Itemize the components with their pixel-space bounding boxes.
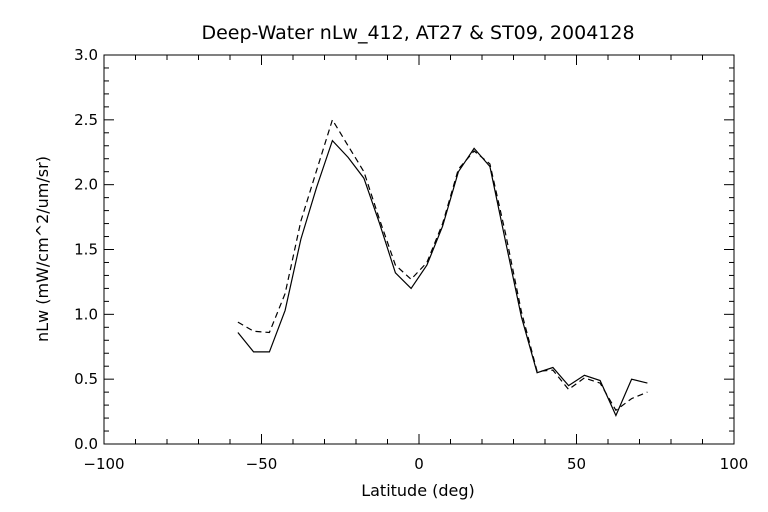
y-tick-label: 1.0 (74, 305, 98, 323)
x-tick-label: 0 (414, 455, 424, 473)
x-axis-label: Latitude (deg) (361, 481, 475, 500)
y-tick-label: 2.0 (74, 176, 98, 194)
chart-title: Deep-Water nLw_412, AT27 & ST09, 2004128 (201, 22, 634, 44)
y-axis-label: nLw (mW/cm^2/um/sr) (33, 156, 52, 342)
series-layer (237, 118, 648, 417)
series-line-dashed (237, 118, 648, 412)
series-line-solid (237, 139, 648, 417)
y-tick-label: 3.0 (74, 46, 98, 64)
y-tick-label: 0.5 (74, 370, 98, 388)
y-tick-label: 0.0 (74, 435, 98, 453)
x-tick-label: 100 (720, 455, 749, 473)
plot-frame (103, 54, 735, 445)
x-tick-label: −50 (246, 455, 278, 473)
ticks-layer: −100 −50 0 50 100 0.0 0.5 1.0 1.5 2.0 2.5 3.0 (74, 46, 748, 473)
y-tick-label: 2.5 (74, 111, 98, 129)
x-tick-label: −100 (83, 455, 124, 473)
x-tick-label: 50 (567, 455, 586, 473)
y-tick-label: 1.5 (74, 241, 98, 259)
